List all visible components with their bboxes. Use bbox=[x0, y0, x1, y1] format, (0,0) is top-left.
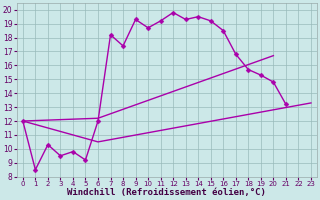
X-axis label: Windchill (Refroidissement éolien,°C): Windchill (Refroidissement éolien,°C) bbox=[68, 188, 266, 197]
